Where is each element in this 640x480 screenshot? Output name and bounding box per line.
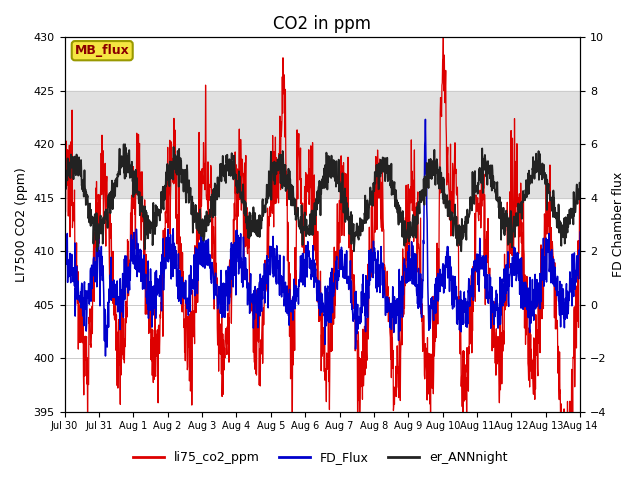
- Y-axis label: FD Chamber flux: FD Chamber flux: [612, 172, 625, 277]
- Title: CO2 in ppm: CO2 in ppm: [273, 15, 371, 33]
- Bar: [65, 91, 580, 198]
- Text: MB_flux: MB_flux: [75, 44, 129, 57]
- Legend: li75_co2_ppm, FD_Flux, er_ANNnight: li75_co2_ppm, FD_Flux, er_ANNnight: [128, 446, 512, 469]
- Y-axis label: LI7500 CO2 (ppm): LI7500 CO2 (ppm): [15, 167, 28, 282]
